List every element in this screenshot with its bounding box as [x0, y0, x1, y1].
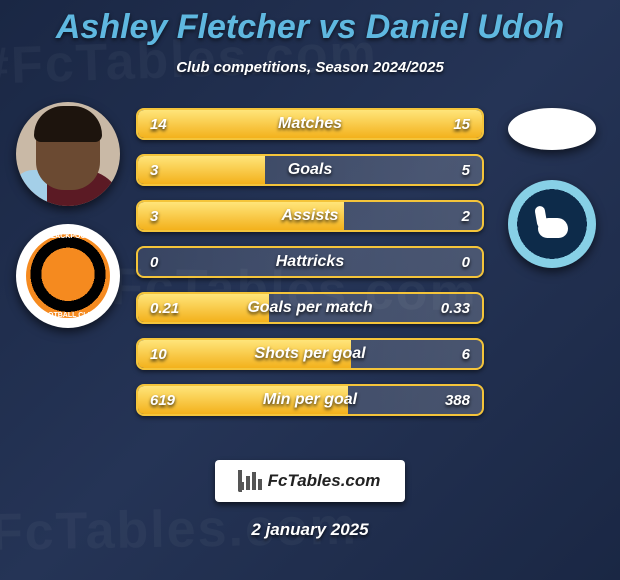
stat-label: Assists — [138, 202, 482, 230]
player2-name: Daniel Udoh — [366, 8, 564, 46]
stat-row: 619388Min per goal — [136, 384, 484, 416]
stats-bars: 1415Matches 35Goals 32Assists 00Hattricks 0.… — [136, 108, 484, 430]
player1-avatar — [16, 102, 120, 206]
player1-column: BLACKPOOL FOOTBALL CLUB — [8, 102, 128, 328]
stat-label: Matches — [138, 110, 482, 138]
stat-label: Shots per goal — [138, 340, 482, 368]
stat-label: Min per goal — [138, 386, 482, 414]
comparison-title: Ashley Fletcher vs Daniel Udoh — [0, 0, 620, 47]
vs-text: vs — [309, 8, 366, 46]
stat-row: 1415Matches — [136, 108, 484, 140]
player2-avatar — [508, 108, 596, 150]
player1-name: Ashley Fletcher — [56, 8, 309, 46]
stat-row: 35Goals — [136, 154, 484, 186]
stat-row: 00Hattricks — [136, 246, 484, 278]
club-badge-text: FOOTBALL CLUB — [26, 312, 110, 319]
stat-label: Goals — [138, 156, 482, 184]
brand-logo: FcTables.com — [215, 460, 405, 502]
player2-club-badge — [508, 180, 596, 268]
stat-label: Hattricks — [138, 248, 482, 276]
player1-club-badge: BLACKPOOL FOOTBALL CLUB — [16, 224, 120, 328]
date: 2 january 2025 — [0, 520, 620, 540]
stat-row: 106Shots per goal — [136, 338, 484, 370]
comparison-content: BLACKPOOL FOOTBALL CLUB 1415Matches 35Goa… — [0, 102, 620, 432]
club-badge-text: BLACKPOOL — [26, 233, 110, 240]
subtitle: Club competitions, Season 2024/2025 — [0, 59, 620, 76]
brand-text: FcTables.com — [268, 471, 381, 491]
stat-label: Goals per match — [138, 294, 482, 322]
brand-chart-icon — [240, 472, 262, 490]
stat-row: 32Assists — [136, 200, 484, 232]
player2-column — [492, 102, 612, 268]
stat-row: 0.210.33Goals per match — [136, 292, 484, 324]
